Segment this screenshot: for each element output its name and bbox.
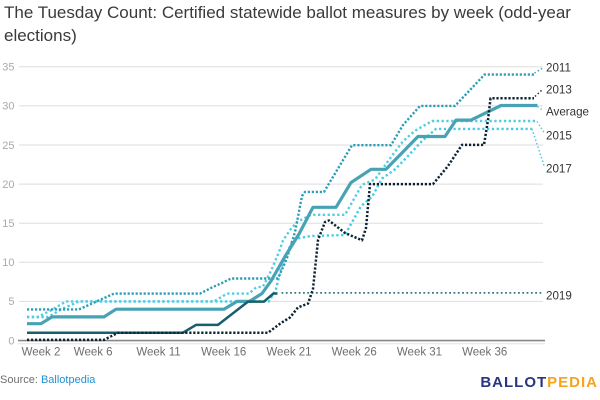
svg-text:35: 35 xyxy=(2,62,14,74)
svg-text:Week 6: Week 6 xyxy=(74,347,113,359)
svg-text:Week 2: Week 2 xyxy=(22,347,61,359)
svg-text:2015: 2015 xyxy=(546,130,572,143)
svg-text:2019: 2019 xyxy=(546,290,572,303)
svg-text:Week 21: Week 21 xyxy=(266,347,311,359)
svg-text:0: 0 xyxy=(8,335,14,347)
svg-text:2011: 2011 xyxy=(546,62,571,75)
svg-text:2013: 2013 xyxy=(546,84,572,97)
svg-text:25: 25 xyxy=(2,140,14,152)
svg-text:5: 5 xyxy=(8,296,14,308)
svg-text:2017: 2017 xyxy=(546,163,572,176)
svg-text:30: 30 xyxy=(2,101,14,113)
svg-text:10: 10 xyxy=(2,257,14,269)
svg-text:Week 31: Week 31 xyxy=(397,347,442,359)
svg-text:15: 15 xyxy=(2,218,14,230)
svg-text:Week 36: Week 36 xyxy=(462,347,507,359)
svg-text:Week 11: Week 11 xyxy=(136,347,180,359)
svg-text:Week 26: Week 26 xyxy=(332,347,377,359)
svg-text:Week 16: Week 16 xyxy=(201,347,246,359)
svg-text:20: 20 xyxy=(2,179,14,191)
svg-text:Average: Average xyxy=(546,106,589,119)
